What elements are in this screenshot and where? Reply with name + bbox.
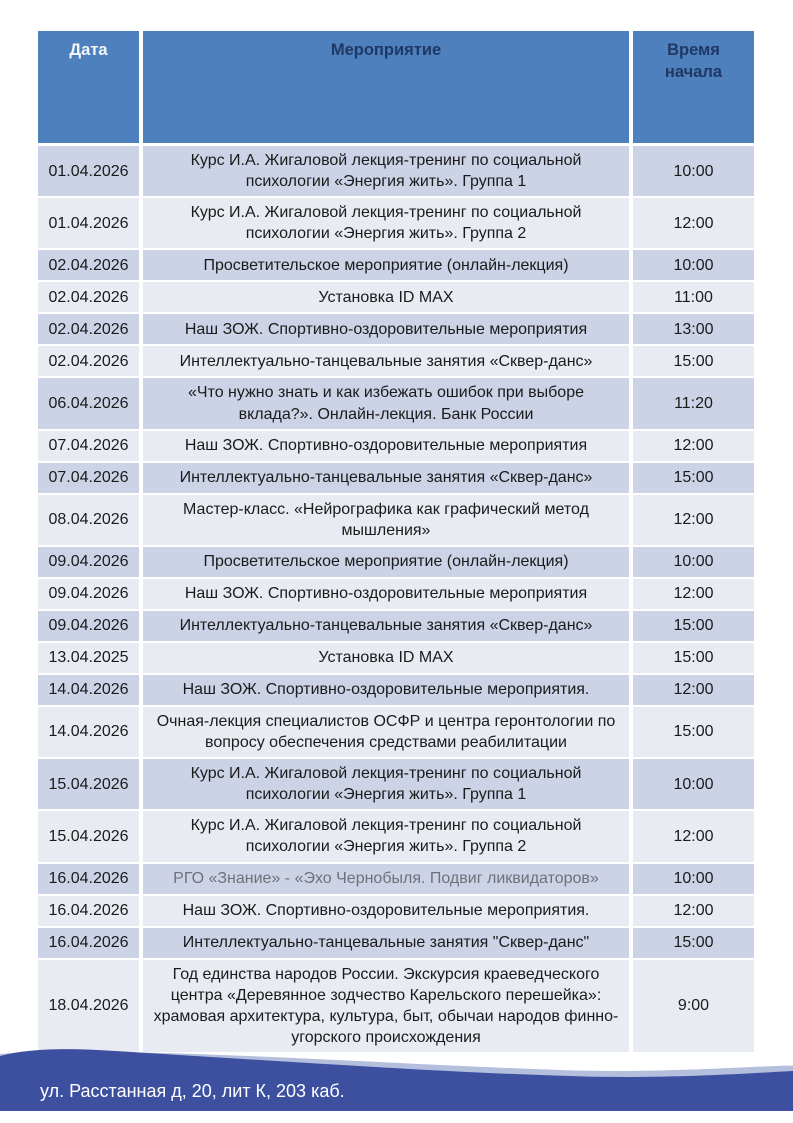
table-row: 15.04.2026 Курс И.А. Жигаловой лекция-тр… bbox=[38, 759, 754, 810]
footer-address: ул. Расстанная д, 20, лит К, 203 каб. bbox=[40, 1081, 345, 1101]
date-cell: 18.04.2026 bbox=[38, 959, 139, 1052]
date-cell: 16.04.2026 bbox=[38, 895, 139, 926]
date-cell: 01.04.2026 bbox=[38, 198, 139, 249]
time-cell: 15:00 bbox=[633, 346, 754, 377]
event-cell: «Что нужно знать и как избежать ошибок п… bbox=[143, 378, 629, 429]
footer-wave-banner bbox=[0, 1049, 793, 1111]
time-cell: 12:00 bbox=[633, 494, 754, 545]
table-row: 16.04.2026 РГО «Знание» - «Эхо Чернобыля… bbox=[38, 863, 754, 894]
date-cell: 07.04.2026 bbox=[38, 462, 139, 493]
table-row: 02.04.2026 Наш ЗОЖ. Спортивно-оздоровите… bbox=[38, 314, 754, 345]
date-cell: 02.04.2026 bbox=[38, 282, 139, 313]
event-cell: Установка ID MAX bbox=[143, 642, 629, 673]
time-cell: 12:00 bbox=[633, 198, 754, 249]
time-cell: 12:00 bbox=[633, 430, 754, 461]
table-row: 09.04.2026 Наш ЗОЖ. Спортивно-оздоровите… bbox=[38, 578, 754, 609]
table-row: 01.04.2026 Курс И.А. Жигаловой лекция-тр… bbox=[38, 198, 754, 249]
event-cell: Установка ID MAX bbox=[143, 282, 629, 313]
time-cell: 11:20 bbox=[633, 378, 754, 429]
time-cell: 15:00 bbox=[633, 610, 754, 641]
event-cell: Наш ЗОЖ. Спортивно-оздоровительные мероп… bbox=[143, 430, 629, 461]
event-cell: Интеллектуально-танцевальные занятия «Ск… bbox=[143, 462, 629, 493]
time-cell: 10:00 bbox=[633, 250, 754, 281]
date-cell: 15.04.2026 bbox=[38, 759, 139, 810]
time-cell: 12:00 bbox=[633, 674, 754, 705]
date-cell: 14.04.2026 bbox=[38, 706, 139, 758]
date-cell: 07.04.2026 bbox=[38, 430, 139, 461]
date-cell: 13.04.2025 bbox=[38, 642, 139, 673]
time-cell: 15:00 bbox=[633, 642, 754, 673]
event-cell: Наш ЗОЖ. Спортивно-оздоровительные мероп… bbox=[143, 674, 629, 705]
wave-dark-shape bbox=[0, 1049, 793, 1111]
time-cell: 10:00 bbox=[633, 759, 754, 810]
time-cell: 9:00 bbox=[633, 959, 754, 1052]
table-row: 16.04.2026 Интеллектуально-танцевальные … bbox=[38, 927, 754, 958]
table-row: 08.04.2026 Мастер-класс. «Нейрографика к… bbox=[38, 494, 754, 545]
table-row: 09.04.2026 Интеллектуально-танцевальные … bbox=[38, 610, 754, 641]
event-cell: Интеллектуально-танцевальные занятия «Ск… bbox=[143, 346, 629, 377]
table-row: 14.04.2026 Очная-лекция специалистов ОСФ… bbox=[38, 706, 754, 758]
table-row: 02.04.2026 Просветительское мероприятие … bbox=[38, 250, 754, 281]
event-cell: РГО «Знание» - «Эхо Чернобыля. Подвиг ли… bbox=[143, 863, 629, 894]
time-cell: 10:00 bbox=[633, 863, 754, 894]
table-row: 01.04.2026 Курс И.А. Жигаловой лекция-тр… bbox=[38, 146, 754, 197]
table-row: 13.04.2025 Установка ID MAX 15:00 bbox=[38, 642, 754, 673]
event-cell: Курс И.А. Жигаловой лекция-тренинг по со… bbox=[143, 146, 629, 197]
event-cell: Курс И.А. Жигаловой лекция-тренинг по со… bbox=[143, 811, 629, 862]
event-cell: Год единства народов России. Экскурсия к… bbox=[143, 959, 629, 1052]
table-row: 02.04.2026 Установка ID MAX 11:00 bbox=[38, 282, 754, 313]
date-cell: 02.04.2026 bbox=[38, 314, 139, 345]
date-cell: 09.04.2026 bbox=[38, 610, 139, 641]
event-cell: Просветительское мероприятие (онлайн-лек… bbox=[143, 250, 629, 281]
event-cell: Просветительское мероприятие (онлайн-лек… bbox=[143, 546, 629, 577]
time-cell: 15:00 bbox=[633, 927, 754, 958]
event-cell: Интеллектуально-танцевальные занятия «Ск… bbox=[143, 610, 629, 641]
table-row: 02.04.2026 Интеллектуально-танцевальные … bbox=[38, 346, 754, 377]
table-body: 01.04.2026 Курс И.А. Жигаловой лекция-тр… bbox=[38, 146, 754, 1052]
table-row: 14.04.2026 Наш ЗОЖ. Спортивно-оздоровите… bbox=[38, 674, 754, 705]
header-time: Время начала bbox=[633, 31, 754, 143]
date-cell: 14.04.2026 bbox=[38, 674, 139, 705]
date-cell: 08.04.2026 bbox=[38, 494, 139, 545]
event-cell: Курс И.А. Жигаловой лекция-тренинг по со… bbox=[143, 198, 629, 249]
date-cell: 02.04.2026 bbox=[38, 346, 139, 377]
event-cell: Курс И.А. Жигаловой лекция-тренинг по со… bbox=[143, 759, 629, 810]
header-date: Дата bbox=[38, 31, 139, 143]
date-cell: 16.04.2026 bbox=[38, 863, 139, 894]
table-row: 15.04.2026 Курс И.А. Жигаловой лекция-тр… bbox=[38, 811, 754, 862]
time-cell: 15:00 bbox=[633, 706, 754, 758]
time-cell: 10:00 bbox=[633, 546, 754, 577]
event-cell: Интеллектуально-танцевальные занятия "Ск… bbox=[143, 927, 629, 958]
table-row: 07.04.2026 Интеллектуально-танцевальные … bbox=[38, 462, 754, 493]
time-cell: 11:00 bbox=[633, 282, 754, 313]
time-cell: 13:00 bbox=[633, 314, 754, 345]
header-event: Мероприятие bbox=[143, 31, 629, 143]
table-row: 09.04.2026 Просветительское мероприятие … bbox=[38, 546, 754, 577]
date-cell: 16.04.2026 bbox=[38, 927, 139, 958]
time-cell: 15:00 bbox=[633, 462, 754, 493]
time-cell: 12:00 bbox=[633, 578, 754, 609]
event-cell: Наш ЗОЖ. Спортивно-оздоровительные мероп… bbox=[143, 895, 629, 926]
table-header-row: Дата Мероприятие Время начала bbox=[38, 31, 754, 143]
date-cell: 02.04.2026 bbox=[38, 250, 139, 281]
event-cell: Наш ЗОЖ. Спортивно-оздоровительные мероп… bbox=[143, 578, 629, 609]
date-cell: 06.04.2026 bbox=[38, 378, 139, 429]
time-cell: 12:00 bbox=[633, 895, 754, 926]
table-row: 06.04.2026 «Что нужно знать и как избежа… bbox=[38, 378, 754, 429]
event-cell: Очная-лекция специалистов ОСФР и центра … bbox=[143, 706, 629, 758]
date-cell: 01.04.2026 bbox=[38, 146, 139, 197]
table-row: 07.04.2026 Наш ЗОЖ. Спортивно-оздоровите… bbox=[38, 430, 754, 461]
date-cell: 09.04.2026 bbox=[38, 546, 139, 577]
time-cell: 12:00 bbox=[633, 811, 754, 862]
date-cell: 09.04.2026 bbox=[38, 578, 139, 609]
event-cell: Наш ЗОЖ. Спортивно-оздоровительные мероп… bbox=[143, 314, 629, 345]
table-row: 16.04.2026 Наш ЗОЖ. Спортивно-оздоровите… bbox=[38, 895, 754, 926]
time-cell: 10:00 bbox=[633, 146, 754, 197]
date-cell: 15.04.2026 bbox=[38, 811, 139, 862]
schedule-table: Дата Мероприятие Время начала 01.04.2026… bbox=[38, 31, 754, 1054]
event-cell: Мастер-класс. «Нейрографика как графичес… bbox=[143, 494, 629, 545]
table-row: 18.04.2026 Год единства народов России. … bbox=[38, 959, 754, 1052]
